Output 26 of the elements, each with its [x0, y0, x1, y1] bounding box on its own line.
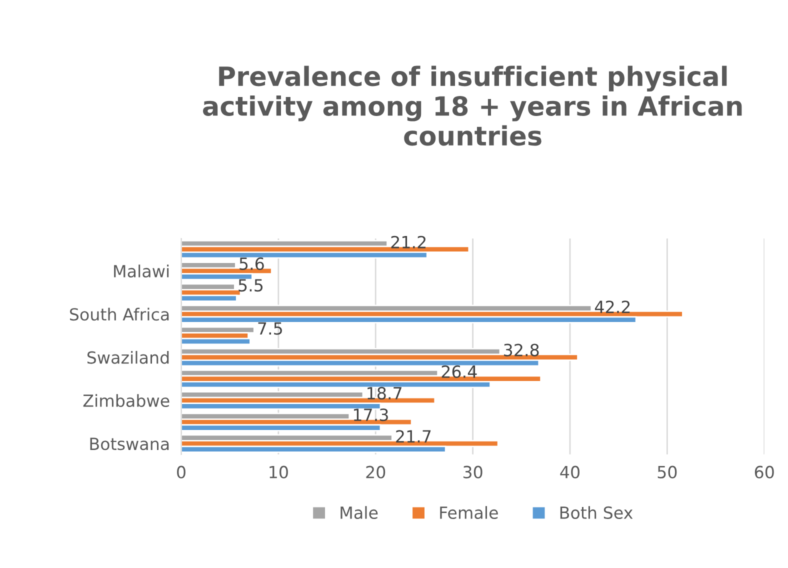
y-tick-label: Malawi [114, 264, 169, 278]
data-label: 7.5 [258, 322, 282, 335]
legend-label: Both Sex [560, 506, 633, 519]
data-label: 32.8 [504, 344, 539, 356]
legend-label: Male [340, 506, 378, 519]
data-label: 42.2 [594, 300, 630, 313]
y-tick-label: South Africa [70, 308, 169, 321]
legend-label: Female [440, 506, 498, 519]
y-tick-label: Zimbabwe [83, 394, 170, 408]
y-tick-label: Swaziland [87, 350, 169, 364]
data-label: 21.7 [396, 430, 431, 442]
data-label: 5.6 [240, 257, 264, 270]
chart-title: Prevalence of insufficient physical activity among 18 + years in African countries [202, 66, 742, 146]
x-tick-label: 40 [560, 466, 580, 478]
x-tick-label: 10 [270, 466, 288, 478]
data-label: 18.7 [368, 386, 402, 400]
x-tick-label: 0 [177, 466, 186, 478]
data-label: 5.5 [238, 279, 263, 292]
x-tick-label: 20 [366, 466, 386, 478]
y-tick-label: Botswana [90, 438, 169, 450]
x-tick-label: 30 [463, 466, 482, 478]
data-label: 17.3 [354, 408, 388, 422]
data-label: 26.4 [442, 365, 477, 378]
data-label: 21.2 [391, 236, 426, 248]
x-tick-label: 60 [754, 466, 774, 478]
x-tick-label: 50 [658, 466, 677, 478]
